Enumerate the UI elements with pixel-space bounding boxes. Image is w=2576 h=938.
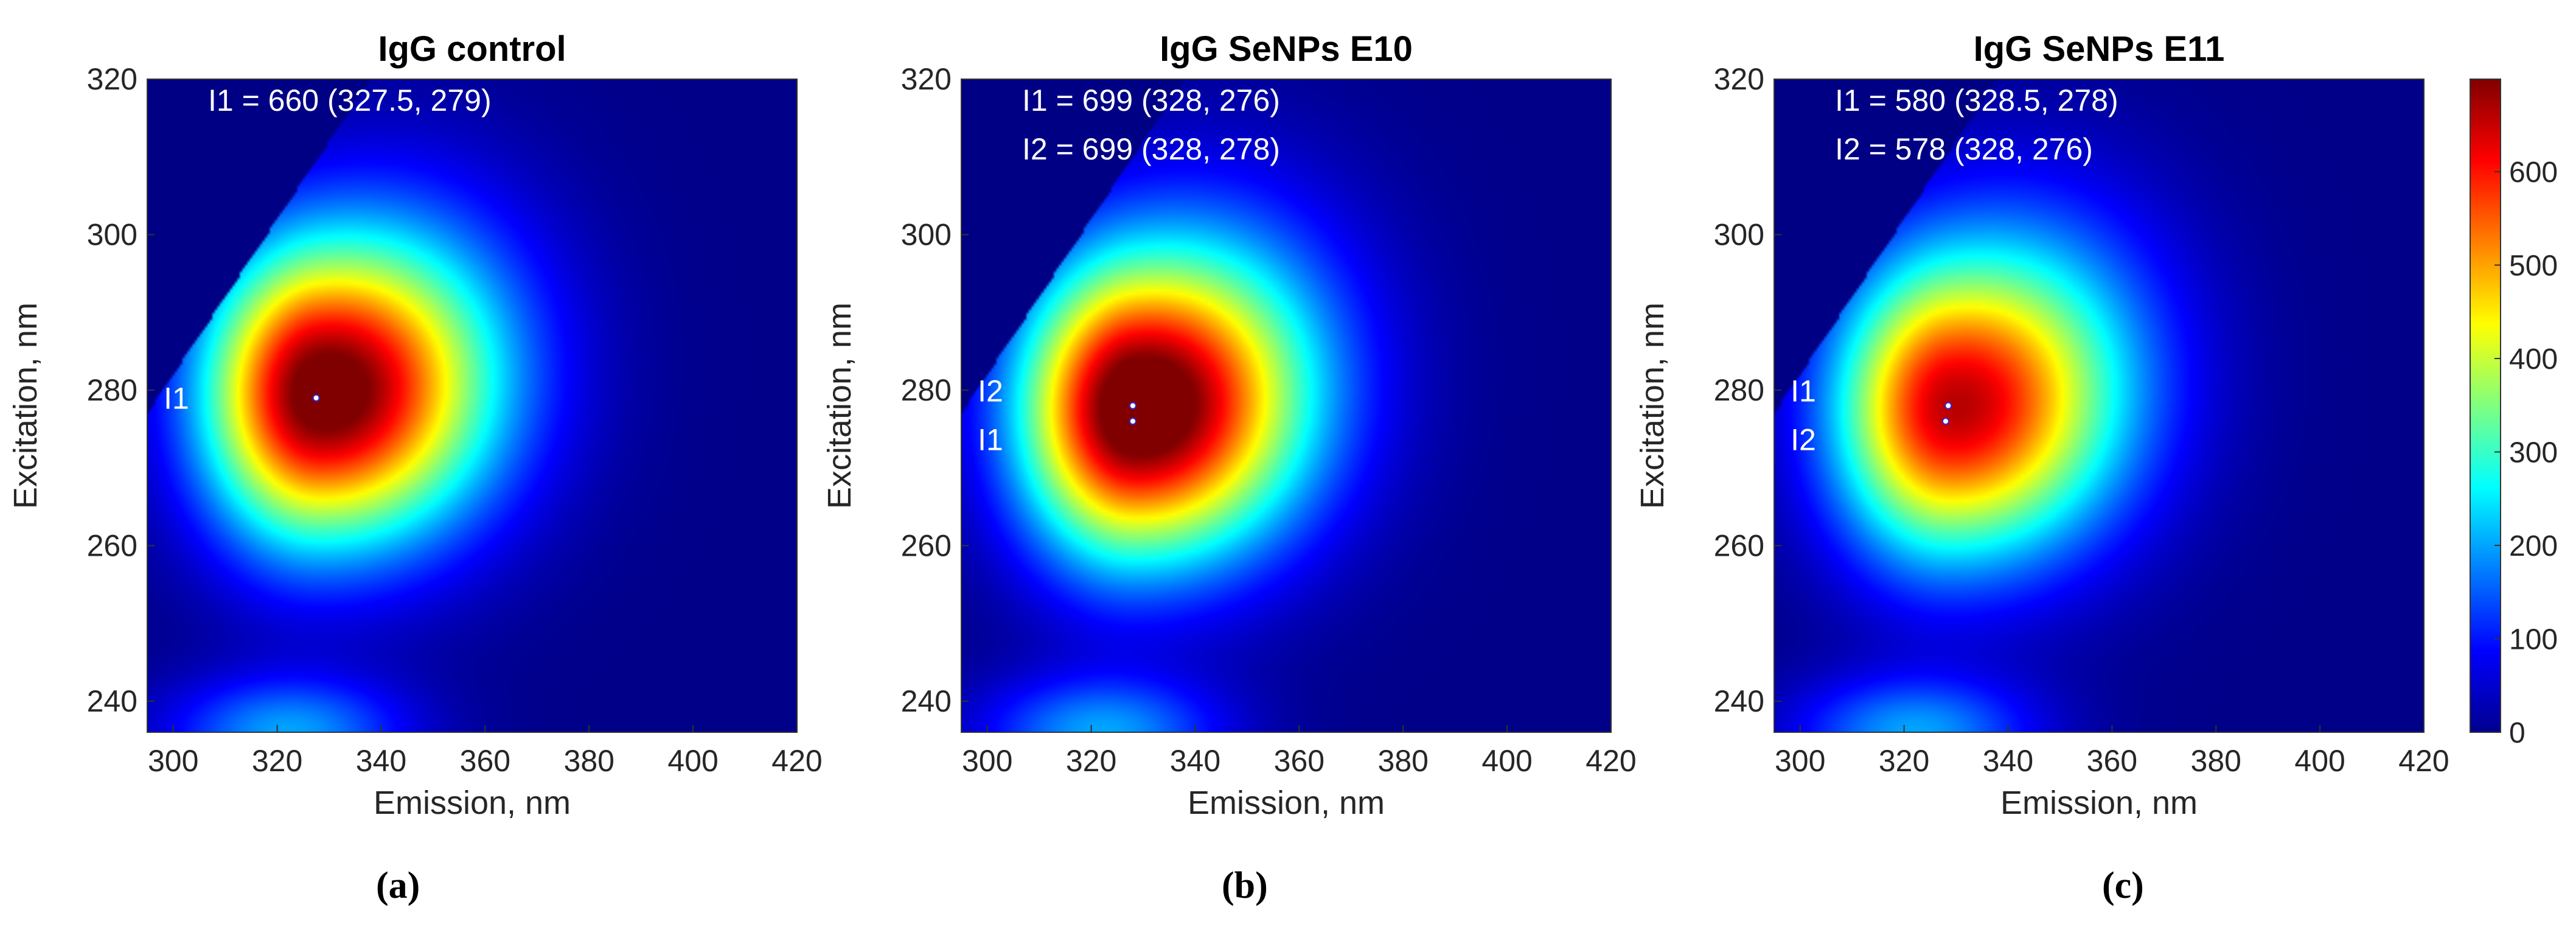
x-tick-label: 400 — [667, 744, 718, 778]
x-tick-label: 420 — [771, 744, 822, 778]
chart-title: IgG SeNPs E11 — [1974, 29, 2225, 69]
y-tick-label: 300 — [87, 217, 138, 251]
plot-frame — [961, 79, 1612, 733]
peak-annotation: I2 = 578 (328, 276) — [1835, 132, 2093, 166]
colorbar-tick-label: 600 — [2509, 156, 2558, 189]
x-tick-label: 420 — [1586, 744, 1636, 778]
peak-label: I1 — [1791, 374, 1816, 408]
x-tick-label: 300 — [148, 744, 198, 778]
y-tick-label: 260 — [87, 528, 138, 562]
colorbar-tick-label: 100 — [2509, 623, 2558, 656]
y-tick-label: 240 — [87, 684, 138, 718]
panel-2: 300 320 340 360 380 400 420 240 260 280 300 320 Emis… — [821, 29, 1637, 821]
peak-annotation: I1 = 699 (328, 276) — [1022, 83, 1280, 117]
peak-marker — [1129, 402, 1137, 410]
x-tick-label: 420 — [2398, 744, 2449, 778]
peak-label: I2 — [978, 374, 1003, 408]
x-tick-label: 400 — [1481, 744, 1532, 778]
peak-marker — [1129, 418, 1137, 425]
y-tick-label: 320 — [87, 62, 138, 96]
y-tick-label: 300 — [901, 217, 952, 251]
colorbar: 0 100 200 300 400 500 600 — [2470, 79, 2558, 749]
x-tick-label: 300 — [962, 744, 1012, 778]
heatmap-image — [147, 79, 797, 732]
colorbar-tick-label: 0 — [2509, 717, 2526, 749]
x-tick-label: 360 — [2087, 744, 2137, 778]
x-tick-label: 380 — [2191, 744, 2241, 778]
plot-frame — [147, 79, 798, 733]
y-tick-label: 280 — [87, 373, 138, 407]
peak-annotation: I2 = 699 (328, 278) — [1022, 132, 1280, 166]
y-tick-label: 240 — [1714, 684, 1764, 718]
plots-layer: 300 320 340 360 380 400 420 240 260 280 300 320 Emis… — [7, 29, 2449, 821]
colorbar-gradient — [2470, 79, 2501, 732]
x-tick-label: 320 — [1066, 744, 1116, 778]
caption-b: (b) — [1222, 865, 1268, 906]
x-axis-label: Emission, nm — [2000, 785, 2198, 821]
colorbar-tick-label: 400 — [2509, 343, 2558, 376]
caption-a: (a) — [376, 865, 420, 906]
peak-label: I1 — [164, 382, 189, 416]
x-axis-label: Emission, nm — [374, 785, 571, 821]
panel-1: 300 320 340 360 380 400 420 240 260 280 300 320 Emis… — [7, 29, 823, 821]
y-tick-label: 300 — [1714, 217, 1764, 251]
colorbar-frame — [2470, 79, 2501, 733]
y-tick-label: 320 — [901, 62, 952, 96]
peak-marker — [312, 394, 320, 402]
y-tick-label: 260 — [901, 528, 952, 562]
x-tick-label: 380 — [564, 744, 614, 778]
x-tick-label: 320 — [1879, 744, 1929, 778]
colorbar-tick-label: 200 — [2509, 530, 2558, 562]
chart-title: IgG control — [378, 29, 566, 69]
x-tick-label: 340 — [1983, 744, 2033, 778]
x-tick-label: 340 — [356, 744, 406, 778]
y-tick-label: 280 — [901, 373, 952, 407]
chart-title: IgG SeNPs E10 — [1160, 29, 1413, 69]
x-axis-label: Emission, nm — [1188, 785, 1385, 821]
x-tick-label: 400 — [2294, 744, 2345, 778]
caption-c: (c) — [2102, 865, 2144, 906]
colorbar-tick-label: 300 — [2509, 436, 2558, 469]
peak-annotation: I1 = 660 (327.5, 279) — [208, 83, 492, 117]
x-tick-label: 300 — [1775, 744, 1825, 778]
heatmap-image — [1774, 79, 2424, 732]
colorbar-tick-label: 500 — [2509, 250, 2558, 282]
x-tick-label: 340 — [1170, 744, 1220, 778]
x-tick-label: 360 — [460, 744, 510, 778]
y-axis-label: Excitation, nm — [821, 303, 858, 509]
peak-label: I1 — [978, 422, 1003, 457]
y-axis-label: Excitation, nm — [7, 303, 44, 509]
x-tick-label: 380 — [1378, 744, 1429, 778]
y-tick-label: 320 — [1714, 62, 1764, 96]
y-tick-label: 280 — [1714, 373, 1764, 407]
y-tick-label: 240 — [901, 684, 952, 718]
peak-label: I2 — [1791, 422, 1816, 457]
panel-3: 300 320 340 360 380 400 420 240 260 280 300 320 Emis… — [1634, 29, 2449, 821]
y-axis-label: Excitation, nm — [1634, 303, 1671, 509]
peak-marker — [1941, 418, 1949, 425]
peak-annotation: I1 = 580 (328.5, 278) — [1835, 83, 2118, 117]
x-tick-label: 320 — [252, 744, 302, 778]
x-tick-label: 360 — [1274, 744, 1325, 778]
y-tick-label: 260 — [1714, 528, 1764, 562]
plot-frame — [1774, 79, 2425, 733]
peak-marker — [1944, 402, 1952, 410]
heatmap-image — [961, 79, 1611, 732]
